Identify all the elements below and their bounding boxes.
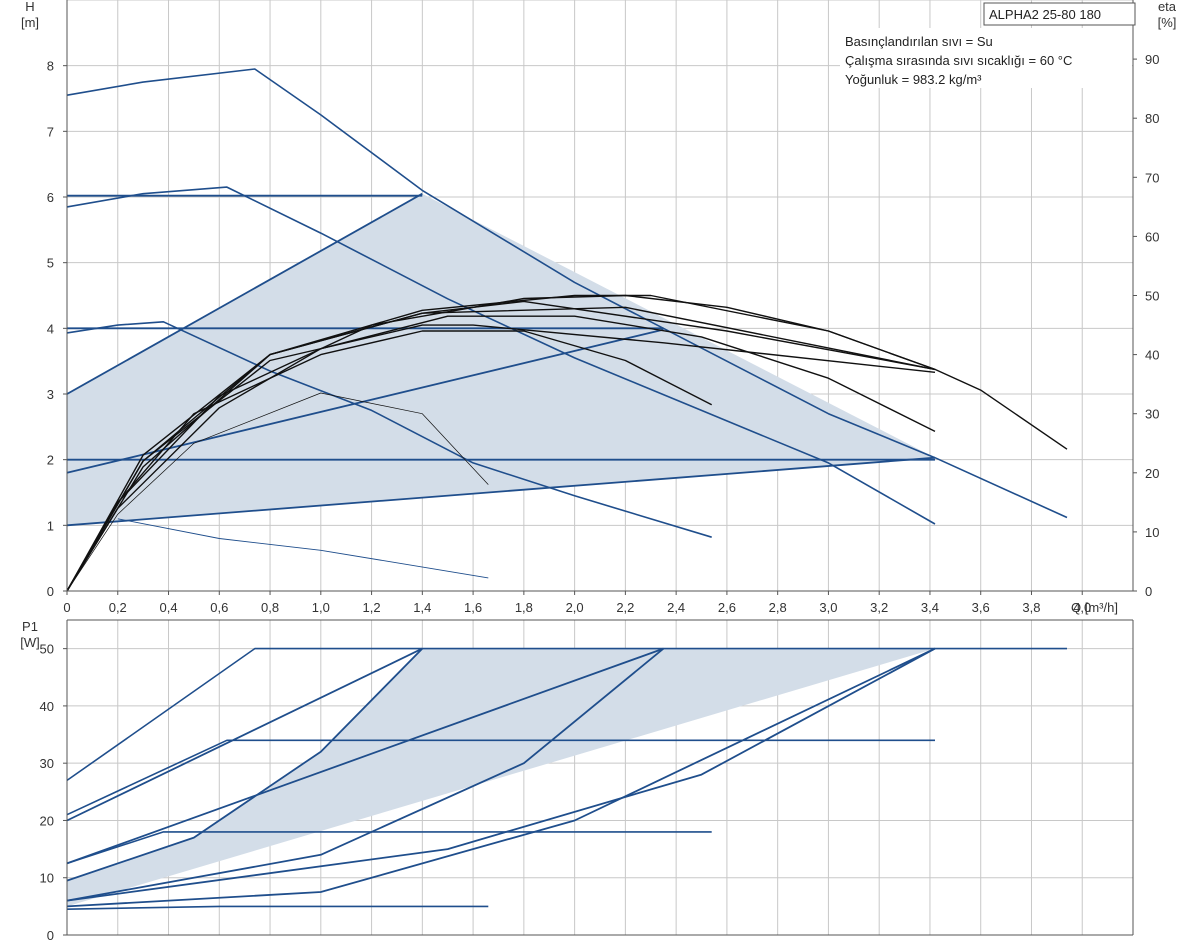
y-tick-label: 6 [47,190,54,205]
constant-curve [66,647,936,908]
info-box [840,28,1132,88]
power-axis-label: P1 [22,619,38,634]
head-axis-label: H [25,0,34,14]
y2-tick-label: 60 [1145,229,1159,244]
y-tick-label: 2 [47,453,54,468]
x-tick-label: 2,0 [566,600,584,615]
info-line-density: Yoğunluk = 983.2 kg/m³ [845,72,982,87]
constant-curve [66,647,665,902]
pump-curve [117,518,489,579]
x-tick-label: 3,6 [972,600,990,615]
y-tick-label: 4 [47,321,54,336]
pump-curve [66,831,712,865]
y-tick-label: 20 [40,813,54,828]
power-axis-unit: [W] [20,635,40,650]
x-tick-label: 3,4 [921,600,939,615]
x-tick-label: 1,8 [515,600,533,615]
x-tick-label: 0,6 [210,600,228,615]
info-line-fluid: Basınçlandırılan sıvı = Su [845,34,993,49]
pump-curve [66,186,936,525]
proportional-curve [66,647,664,865]
y2-tick-label: 70 [1145,170,1159,185]
x-tick-label: 3,2 [870,600,888,615]
operating-area [67,193,935,526]
y2-tick-label: 10 [1145,525,1159,540]
y2-tick-label: 20 [1145,466,1159,481]
x-tick-label: 1,2 [363,600,381,615]
y-tick-label: 10 [40,871,54,886]
x-tick-label: 1,4 [413,600,431,615]
x-tick-label: 2,2 [616,600,634,615]
y-tick-label: 7 [47,124,54,139]
efficiency-axis-unit: [%] [1158,15,1177,30]
x-tick-label: 1,6 [464,600,482,615]
proportional-curve [66,192,423,395]
x-tick-label: 1,0 [312,600,330,615]
model-label: ALPHA2 25-80 180 [989,7,1101,22]
head-axis-unit: [m] [21,15,39,30]
y-tick-label: 50 [40,642,54,657]
efficiency-curve [66,294,936,592]
y2-tick-label: 40 [1145,348,1159,363]
pump-curve [66,739,935,816]
proportional-curve [66,456,936,527]
y-tick-label: 8 [47,59,54,74]
y2-tick-label: 80 [1145,111,1159,126]
y-tick-label: 0 [47,928,54,943]
efficiency-axis-label: eta [1158,0,1177,14]
y2-tick-label: 90 [1145,52,1159,67]
x-tick-label: 0,4 [159,600,177,615]
x-tick-label: 0,8 [261,600,279,615]
x-tick-label: 0 [63,600,70,615]
proportional-curve [66,647,936,902]
y2-tick-label: 30 [1145,407,1159,422]
pump-curve [66,905,489,910]
x-tick-label: 0,2 [109,600,127,615]
y-tick-label: 5 [47,256,54,271]
y2-tick-label: 50 [1145,289,1159,304]
power-panel: 0 10 20 30 40 50 [40,619,1134,943]
model-label-box [983,2,1136,26]
operating-area [67,648,935,907]
x-tick-label: 2,4 [667,600,685,615]
proportional-curve [66,328,664,474]
y2-tick-label: 0 [1145,584,1152,599]
y-tick-label: 3 [47,387,54,402]
y-tick-label: 1 [47,518,54,533]
proportional-curve [66,647,423,822]
info-line-temperature: Çalışma sırasında sıvı sıcaklığı = 60 °C [845,53,1072,68]
x-tick-label: 3,0 [819,600,837,615]
y-tick-label: 0 [47,584,54,599]
x-tick-label: 4,0 [1073,600,1091,615]
efficiency-curve [66,315,936,592]
y-tick-label: 30 [40,756,54,771]
pump-curve [66,321,712,538]
efficiency-curve [66,392,489,592]
flow-axis-label: Q [m³/h] [1071,600,1118,615]
x-tick-label: 2,8 [769,600,787,615]
y-tick-label: 40 [40,699,54,714]
pump-curve [66,68,1068,519]
x-tick-label: 3,8 [1022,600,1040,615]
pump-curve [66,647,1067,782]
x-tick-label: 2,6 [718,600,736,615]
efficiency-curve [66,300,936,592]
